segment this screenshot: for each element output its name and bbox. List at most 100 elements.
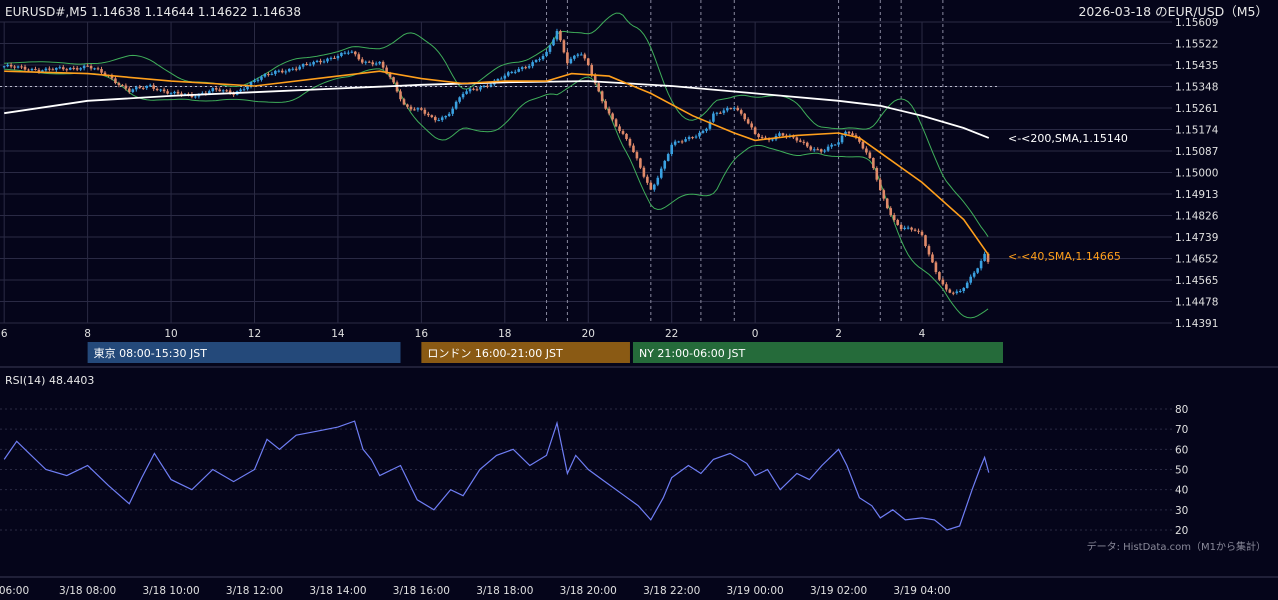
candle-body	[239, 89, 242, 92]
candle-body	[420, 108, 423, 110]
price-tick-label: 1.14565	[1175, 275, 1218, 287]
candle-body	[440, 117, 444, 121]
candle-body	[586, 58, 590, 66]
candle-body	[124, 85, 128, 89]
rsi-tick-label: 70	[1175, 424, 1188, 436]
candle-body	[771, 139, 774, 141]
sma40-label: <-<40,SMA,1.14665	[1008, 250, 1121, 263]
price-tick-label: 1.15348	[1175, 82, 1218, 94]
candle-body	[986, 253, 990, 262]
candle-body	[166, 91, 169, 94]
candle-body	[270, 73, 274, 75]
candle-body	[541, 55, 545, 60]
candle-body	[447, 113, 451, 116]
price-tick-label: 1.15609	[1175, 17, 1218, 29]
candle-body	[308, 64, 312, 66]
candle-body	[496, 78, 500, 81]
candle-body	[903, 227, 906, 230]
candle-body	[604, 101, 607, 109]
candle-body	[207, 91, 211, 94]
candle-body	[712, 113, 715, 122]
candle-body	[847, 131, 851, 134]
rsi-title: RSI(14) 48.4403	[5, 374, 94, 387]
candle-body	[180, 93, 183, 95]
candle-body	[27, 69, 30, 71]
price-tick-label: 1.15174	[1175, 125, 1219, 137]
candle-body	[781, 133, 785, 136]
candle-body	[931, 254, 934, 263]
candle-body	[242, 89, 246, 91]
candle-body	[253, 80, 256, 82]
candle-body	[298, 66, 301, 70]
candle-body	[705, 128, 708, 131]
candle-body	[68, 67, 72, 70]
candle-body	[6, 64, 9, 67]
candle-body	[840, 135, 844, 143]
candle-body	[965, 282, 969, 288]
hour-tick-label: 0	[752, 328, 759, 340]
candle-body	[983, 253, 986, 261]
candle-body	[364, 61, 368, 63]
candle-body	[653, 184, 656, 190]
candle-body	[409, 106, 413, 110]
candle-body	[79, 68, 82, 70]
candle-body	[872, 157, 875, 168]
candle-body	[176, 91, 180, 94]
candle-body	[433, 117, 437, 121]
candle-body	[510, 71, 514, 73]
candle-body	[684, 139, 687, 142]
candle-body	[545, 51, 548, 56]
candle-body	[875, 167, 879, 180]
candle-body	[194, 96, 197, 98]
candle-body	[294, 68, 298, 70]
hour-tick-label: 4	[919, 328, 926, 340]
session-bar	[632, 342, 1003, 363]
candle-body	[882, 190, 886, 199]
candle-body	[726, 108, 729, 111]
candle-body	[632, 145, 635, 153]
candle-body	[600, 91, 604, 102]
hour-tick-label: 14	[331, 328, 345, 340]
candle-body	[274, 70, 277, 74]
candle-body	[920, 231, 924, 236]
candle-body	[305, 64, 308, 66]
candle-body	[482, 85, 486, 88]
price-axis-labels: 1.15609 1.15522 1.15435 1.15348 1.15261 1.151…	[1175, 17, 1219, 330]
candle-body	[260, 76, 263, 80]
candle-body	[48, 68, 51, 70]
candle-body	[885, 198, 889, 209]
candle-body	[851, 133, 854, 136]
price-tick-label: 1.14652	[1175, 254, 1218, 266]
candle-body	[461, 93, 465, 98]
candle-body	[287, 68, 291, 72]
candle-body	[969, 276, 972, 283]
candle-body	[809, 146, 813, 150]
time-tick-label: 3/19 00:00	[727, 585, 784, 597]
candle-body	[663, 160, 667, 169]
candle-body	[746, 119, 750, 124]
candle-body	[531, 62, 534, 67]
candle-body	[861, 141, 865, 149]
candle-body	[138, 87, 142, 89]
candle-body	[103, 72, 107, 76]
candle-body	[566, 52, 569, 64]
sma200-line	[4, 80, 990, 139]
candle-body	[739, 110, 743, 114]
candle-body	[128, 88, 131, 92]
candle-body	[892, 215, 896, 221]
candle-body	[322, 61, 326, 63]
candle-body	[802, 141, 806, 143]
session-bar	[421, 342, 630, 363]
candle-body	[819, 149, 823, 152]
candle-body	[698, 132, 701, 137]
hour-tick-label: 2	[835, 328, 842, 340]
candle-body	[86, 65, 89, 67]
candle-body	[764, 137, 767, 139]
session-label: 東京 08:00-15:30 JST	[94, 346, 208, 360]
rsi-tick-label: 30	[1175, 505, 1188, 517]
bollinger-bands	[4, 12, 989, 319]
price-tick-label: 1.15435	[1175, 60, 1218, 72]
hour-tick-label: 10	[164, 328, 177, 340]
chart-date-title: 2026-03-18 のEUR/USD（M5）	[1078, 4, 1268, 19]
candle-body	[562, 40, 566, 53]
